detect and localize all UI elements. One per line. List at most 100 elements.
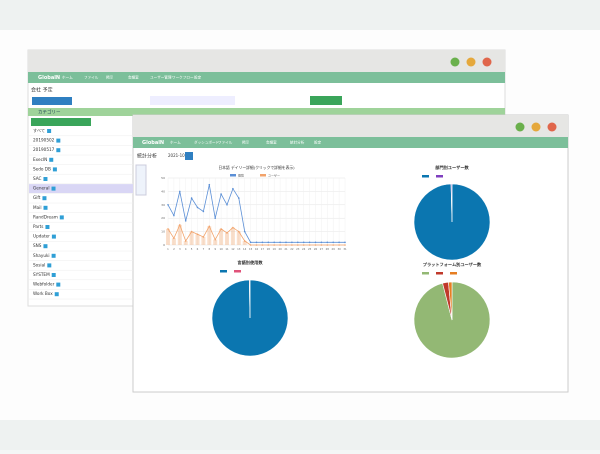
category-item: Webfolder bbox=[33, 282, 55, 287]
badge bbox=[51, 234, 56, 239]
badge bbox=[56, 148, 61, 153]
badge bbox=[47, 129, 52, 133]
point bbox=[179, 224, 181, 226]
point bbox=[291, 244, 293, 246]
badge bbox=[54, 292, 59, 297]
x-tick-label: 12 bbox=[231, 247, 235, 251]
point bbox=[320, 241, 323, 244]
bar bbox=[171, 238, 176, 245]
point bbox=[297, 244, 299, 246]
badge bbox=[43, 205, 48, 210]
point bbox=[238, 230, 240, 233]
point bbox=[267, 241, 270, 244]
category-item: Shayuki bbox=[33, 253, 50, 258]
bar bbox=[177, 224, 182, 245]
y-tick-label: 50 bbox=[161, 176, 165, 180]
point bbox=[167, 228, 169, 230]
point bbox=[232, 226, 234, 229]
point bbox=[214, 217, 216, 219]
point bbox=[220, 193, 222, 195]
point bbox=[243, 230, 246, 233]
point bbox=[302, 244, 305, 246]
y-tick-label: 10 bbox=[161, 230, 165, 234]
x-tick-label: 9 bbox=[214, 247, 216, 251]
window-button[interactable] bbox=[547, 122, 557, 132]
x-tick-label: 18 bbox=[267, 247, 271, 251]
nav-item: ホーム bbox=[62, 75, 73, 80]
button-group[interactable] bbox=[31, 118, 91, 126]
point bbox=[202, 236, 205, 238]
category-item: ExecIN bbox=[33, 157, 47, 162]
x-tick-label: 5 bbox=[191, 247, 193, 251]
selected-row bbox=[29, 184, 133, 194]
point bbox=[173, 214, 175, 217]
page-title: 会社 予定 bbox=[31, 87, 53, 94]
window-button[interactable] bbox=[466, 57, 476, 67]
point bbox=[255, 241, 258, 244]
window-button[interactable] bbox=[450, 57, 460, 67]
point bbox=[314, 244, 317, 246]
point bbox=[332, 244, 335, 246]
nav-item: ファイル bbox=[218, 140, 233, 145]
category-header: カテゴリー bbox=[38, 109, 61, 116]
legend-swatch bbox=[422, 272, 429, 275]
point bbox=[302, 241, 305, 244]
x-tick-label: 26 bbox=[314, 247, 318, 251]
button[interactable] bbox=[32, 97, 72, 105]
header-bar bbox=[28, 108, 505, 116]
point bbox=[326, 244, 329, 246]
x-tick-label: 24 bbox=[302, 247, 306, 251]
legend-swatch bbox=[436, 175, 443, 178]
category-item: Gift bbox=[33, 195, 41, 200]
nav-item: 設定 bbox=[194, 75, 202, 80]
x-tick-label: 6 bbox=[197, 247, 199, 251]
y-tick-label: 0 bbox=[163, 243, 165, 247]
chart-title: プラットフォーム別ユーザー数 bbox=[423, 261, 482, 268]
point bbox=[338, 244, 340, 246]
x-tick-label: 8 bbox=[208, 247, 210, 251]
point bbox=[344, 244, 346, 246]
x-tick-label: 1 bbox=[167, 247, 169, 251]
x-tick-label: 21 bbox=[284, 247, 288, 251]
x-tick-label: 22 bbox=[290, 247, 294, 251]
point bbox=[344, 241, 346, 244]
window-button[interactable] bbox=[531, 122, 541, 132]
x-tick-label: 19 bbox=[273, 247, 277, 251]
point bbox=[190, 197, 193, 199]
button[interactable] bbox=[185, 152, 193, 160]
point bbox=[243, 240, 246, 242]
bar bbox=[183, 240, 188, 245]
nav-item: 設定 bbox=[314, 140, 322, 145]
point bbox=[202, 210, 205, 213]
x-tick-label: 30 bbox=[337, 247, 341, 251]
category-item: 20190517 bbox=[33, 147, 55, 152]
point bbox=[314, 241, 317, 244]
category-item: RandDream bbox=[33, 214, 58, 219]
badge bbox=[43, 244, 48, 249]
category-item: Sosial bbox=[33, 262, 45, 267]
bar bbox=[230, 227, 235, 245]
point bbox=[273, 241, 276, 244]
nav-item: ファイル bbox=[84, 75, 99, 80]
title-bar bbox=[133, 115, 568, 137]
x-tick-label: 23 bbox=[296, 247, 300, 251]
window-button[interactable] bbox=[482, 57, 492, 67]
point bbox=[190, 230, 193, 233]
category-item: Mail bbox=[33, 205, 42, 210]
window-button[interactable] bbox=[515, 122, 525, 132]
badge bbox=[51, 253, 56, 258]
badge bbox=[47, 263, 52, 268]
button[interactable] bbox=[310, 96, 342, 105]
bar bbox=[189, 231, 194, 245]
pie-slice bbox=[448, 281, 453, 321]
x-tick-label: 3 bbox=[179, 247, 181, 251]
point bbox=[279, 241, 281, 244]
point bbox=[332, 241, 335, 244]
point bbox=[196, 233, 199, 236]
bottom-band bbox=[0, 420, 600, 450]
pie-slice bbox=[248, 279, 251, 319]
badge bbox=[49, 157, 54, 162]
page-title: 統計分析 bbox=[137, 153, 157, 160]
x-tick-label: 27 bbox=[320, 247, 324, 251]
